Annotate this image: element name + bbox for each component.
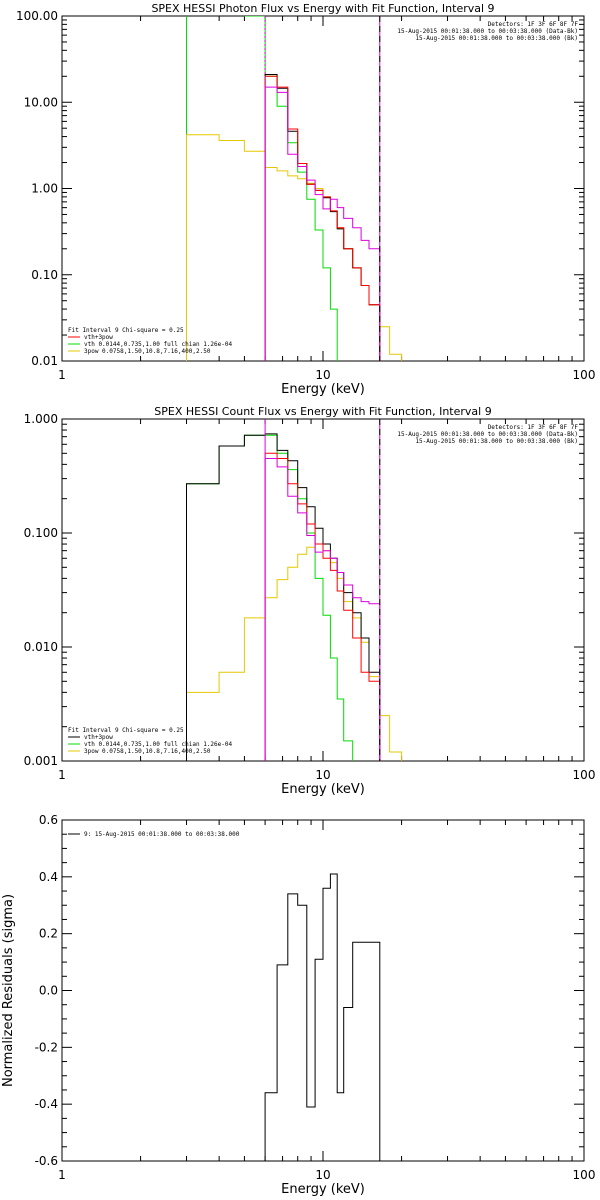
- header-text: Detectors: 1F 3F 6F 8F 7F: [488, 21, 579, 28]
- header-text: 15-Aug-2015 00:01:38.000 to 00:03:38.000…: [415, 438, 578, 445]
- y-tick-label: 0.6: [39, 813, 58, 827]
- legend-entry: vth 0.0144,0.735,1.00 full chian 1.26e-0…: [84, 741, 232, 748]
- y-tick-label: 0.10: [31, 268, 58, 282]
- y-tick-label: 1.00: [31, 182, 58, 196]
- chart-title: SPEX HESSI Photon Flux vs Energy with Fi…: [151, 2, 494, 15]
- panel-1: SPEX HESSI Photon Flux vs Energy with Fi…: [16, 2, 596, 397]
- panel-3: 1 10 100 Energy (keV) -0.6 -0.4 -0.2 0.0 0.2 0.4 0…: [1, 813, 595, 1197]
- legend-entry: vth 0.0144,0.735,1.00 full chian 1.26e-0…: [84, 341, 232, 348]
- chart-title: SPEX HESSI Count Flux vs Energy with Fit…: [154, 405, 491, 418]
- series-background: [264, 86, 381, 361]
- legend-entry: Fit Interval 9 Chi-square = 0.25: [68, 727, 184, 734]
- x-axis-label: Energy (keV): [281, 382, 365, 397]
- plot-data: [186, 419, 403, 761]
- plot-data: [186, 16, 403, 361]
- y-tick-label: 0.001: [24, 754, 58, 768]
- legend-entry: vth+3pow: [84, 334, 113, 341]
- header-text: 15-Aug-2015 00:01:38.000 to 00:03:38.000…: [397, 431, 578, 438]
- legend-entry: Fit Interval 9 Chi-square = 0.25: [68, 327, 184, 334]
- series-total: [186, 433, 381, 761]
- y-tick-label: 0.100: [24, 526, 58, 540]
- x-tick-label: 1: [58, 368, 66, 382]
- y-tick-label: 1.000: [24, 412, 58, 426]
- x-tick-label: 100: [573, 768, 596, 782]
- y-tick-label: 0.010: [24, 640, 58, 654]
- legend-entry: 3pow 0.0758,1.50,10.8,7.16,400,2.50: [84, 748, 211, 755]
- panel-2: SPEX HESSI Count Flux vs Energy with Fit…: [24, 405, 596, 797]
- x-axis-label: Energy (keV): [281, 782, 365, 797]
- x-tick-label: 1: [58, 768, 66, 782]
- x-tick-label: 100: [573, 1168, 596, 1182]
- x-axis-label: Energy (keV): [281, 1182, 365, 1197]
- x-tick-label: 10: [315, 768, 330, 782]
- y-tick-label: -0.2: [35, 1040, 58, 1054]
- plot-data: [264, 873, 381, 1161]
- legend-entry: 9: 15-Aug-2015 00:01:38.000 to 00:03:38.…: [84, 831, 240, 838]
- header-text: Detectors: 1F 3F 6F 8F 7F: [488, 424, 579, 431]
- y-tick-label: -0.6: [35, 1154, 58, 1168]
- legend-entry: vth+3pow: [84, 734, 113, 741]
- y-tick-label: 10.00: [24, 95, 58, 109]
- series-background: [264, 458, 381, 761]
- y-tick-label: 100.00: [16, 9, 58, 23]
- series-thermal: [186, 16, 338, 361]
- x-tick-label: 10: [315, 1168, 330, 1182]
- x-tick-label: 10: [315, 368, 330, 382]
- y-tick-label: 0.4: [39, 870, 58, 884]
- header-text: 15-Aug-2015 00:01:38.000 to 00:03:38.000…: [415, 35, 578, 42]
- y-tick-label: 0.2: [39, 927, 58, 941]
- x-tick-label: 1: [58, 1168, 66, 1182]
- x-tick-label: 100: [573, 368, 596, 382]
- legend-entry: 3pow 0.0758,1.50,10.8,7.16,400,2.50: [84, 348, 211, 355]
- y-tick-label: -0.4: [35, 1097, 58, 1111]
- y-axis-label: Normalized Residuals (sigma): [1, 894, 16, 1087]
- series-residuals: [264, 873, 381, 1161]
- header-text: 15-Aug-2015 00:01:38.000 to 00:03:38.000…: [397, 28, 578, 35]
- y-tick-label: 0.01: [31, 354, 58, 368]
- y-tick-label: 0.0: [39, 984, 58, 998]
